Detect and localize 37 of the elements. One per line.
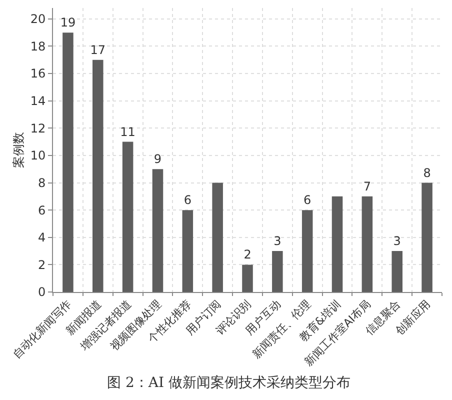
y-tick-label: 16 [30, 66, 46, 81]
bar [272, 251, 283, 292]
bar [182, 210, 194, 292]
caption: 图 2：AI 做新闻案例技术采纳类型分布 [107, 374, 350, 391]
data-label: 3 [274, 234, 282, 248]
bar [302, 210, 313, 292]
data-label: 3 [393, 234, 401, 248]
data-label: 19 [60, 16, 76, 30]
bar [332, 196, 343, 292]
y-tick-label: 4 [38, 230, 46, 245]
y-tick-label: 18 [30, 39, 46, 54]
bar [92, 60, 104, 292]
y-tick-label: 20 [30, 12, 46, 26]
y-tick-label: 6 [38, 203, 46, 218]
bar [422, 182, 432, 292]
y-tick-label: 10 [30, 148, 46, 163]
data-label: 8 [423, 166, 431, 180]
data-label: 11 [120, 124, 136, 139]
data-label: 7 [363, 179, 372, 194]
y-tick-label: 8 [38, 176, 46, 190]
y-tick-label: 12 [30, 121, 46, 136]
y-axis-title: 案例数 [12, 132, 26, 168]
data-label: 6 [184, 193, 192, 208]
y-tick-label: 0 [38, 285, 46, 300]
bar [122, 142, 134, 292]
bar [242, 264, 253, 292]
bar [62, 32, 74, 292]
data-label: 17 [90, 42, 106, 57]
bar [392, 251, 402, 292]
bar [152, 169, 164, 292]
data-label: 6 [304, 193, 312, 208]
bar [212, 182, 223, 292]
data-label: 2 [244, 248, 252, 262]
data-label: 9 [154, 152, 162, 166]
bar [362, 196, 373, 292]
y-tick-label: 2 [38, 258, 46, 272]
y-tick-label: 14 [30, 94, 46, 108]
